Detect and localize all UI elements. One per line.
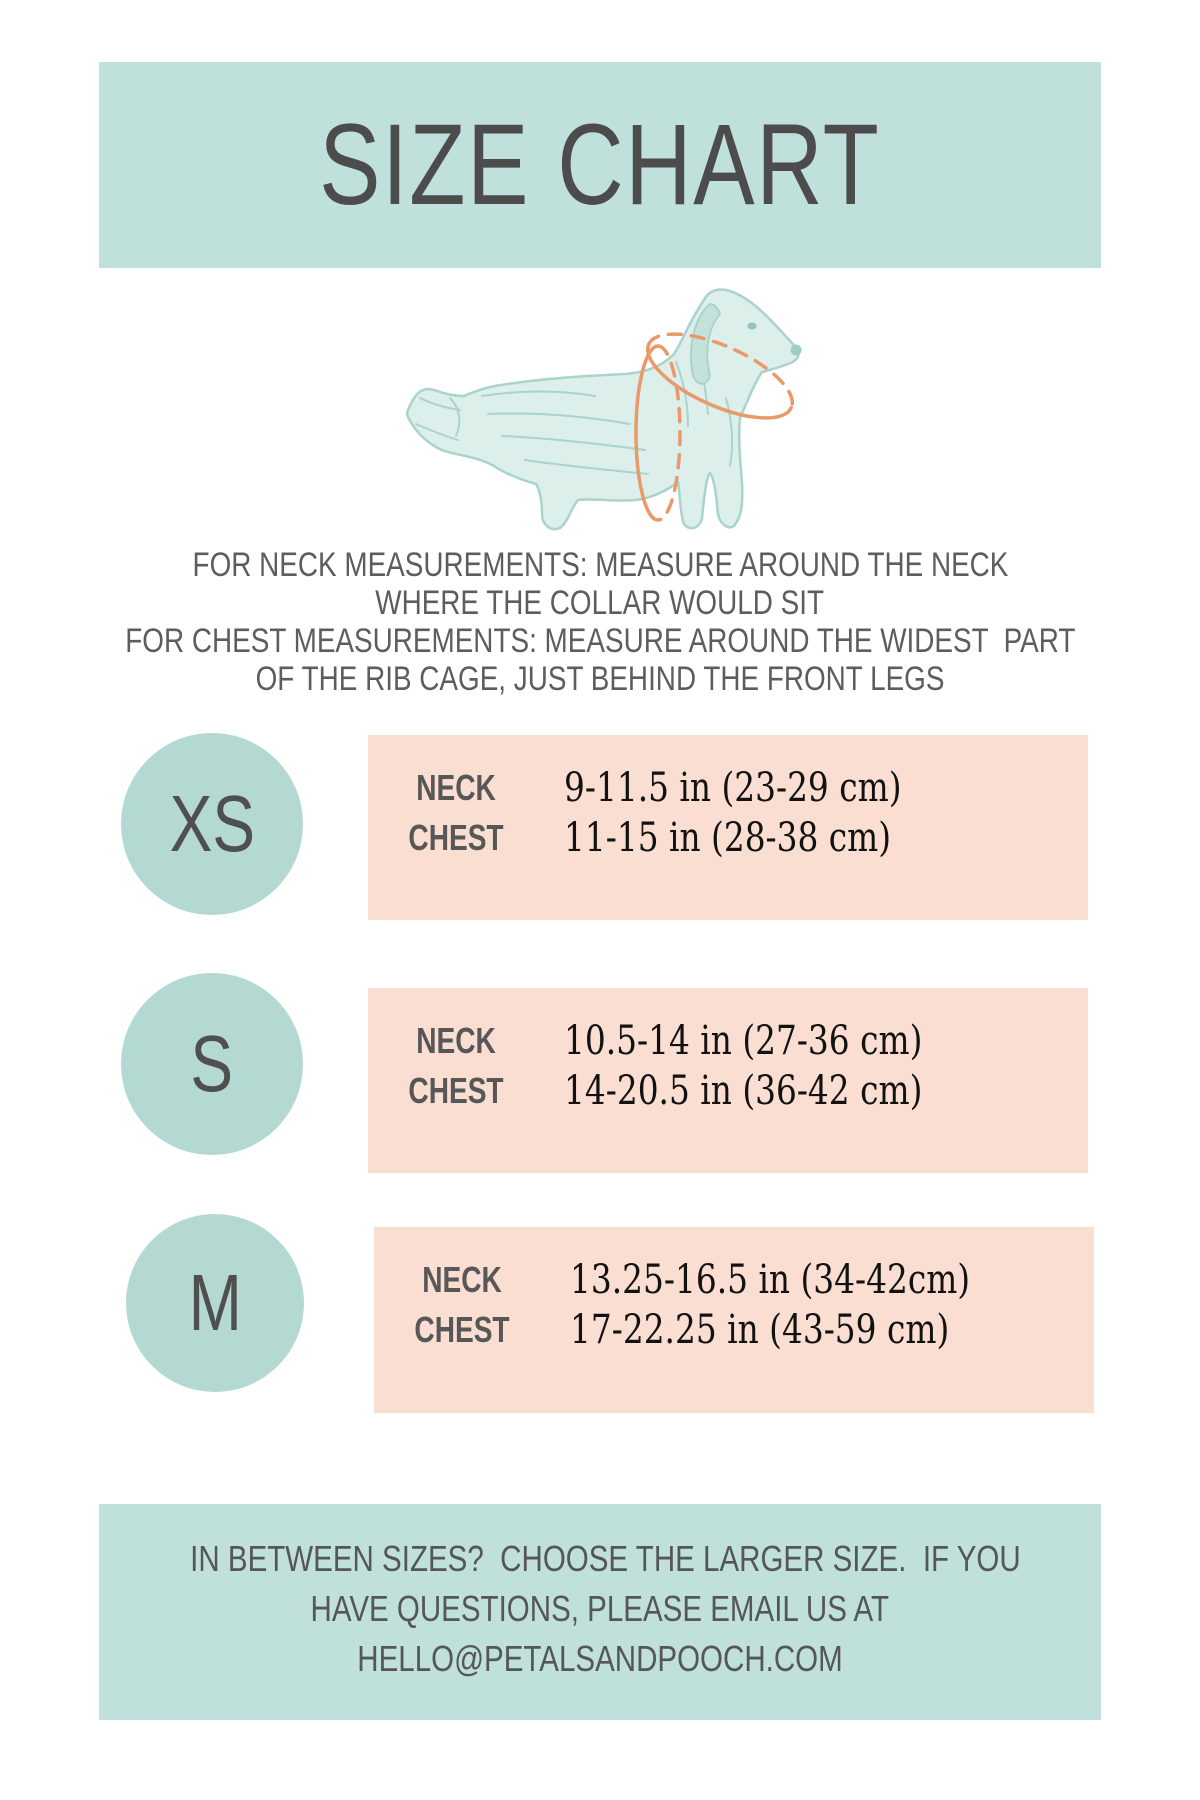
title-banner: SIZE CHART	[99, 62, 1101, 268]
footer-line-1: IN BETWEEN SIZES? CHOOSE THE LARGER SIZE…	[190, 1538, 1021, 1579]
instruction-line-4: OF THE RIB CAGE, JUST BEHIND THE FRONT L…	[255, 660, 945, 698]
chest-spec-row: CHEST 11-15 in (28-38 cm)	[376, 813, 1088, 863]
size-specs-box-m: NECK 13.25-16.5 in (34-42cm) CHEST 17-22…	[374, 1227, 1094, 1413]
page-title: SIZE CHART	[319, 101, 881, 229]
neck-spec-row: NECK 10.5-14 in (27-36 cm)	[376, 1016, 1088, 1066]
dachshund-measurement-illustration	[405, 288, 802, 531]
neck-measure-loop	[645, 332, 795, 420]
neck-label: NECK	[416, 1020, 496, 1061]
chest-label: CHEST	[414, 1309, 510, 1350]
size-specs-box-s: NECK 10.5-14 in (27-36 cm) CHEST 14-20.5…	[368, 988, 1088, 1173]
neck-value: 13.25-16.5 in (34-42cm)	[570, 1257, 971, 1303]
chest-spec-row: CHEST 14-20.5 in (36-42 cm)	[376, 1066, 1088, 1116]
dog-nose	[790, 344, 802, 356]
dog-body	[405, 288, 800, 531]
neck-spec-row: NECK 13.25-16.5 in (34-42cm)	[382, 1255, 1094, 1305]
neck-value: 10.5-14 in (27-36 cm)	[564, 1018, 923, 1064]
size-badge-m: M	[126, 1214, 304, 1392]
dog-illustration-area	[390, 278, 810, 543]
neck-spec-row: NECK 9-11.5 in (23-29 cm)	[376, 763, 1088, 813]
footer-email: HELLO@PETALSANDPOOCH.COM	[357, 1638, 843, 1679]
size-badge-xs: XS	[121, 733, 303, 915]
instruction-line-3: FOR CHEST MEASUREMENTS: MEASURE AROUND T…	[124, 622, 1076, 660]
measurement-instructions: FOR NECK MEASUREMENTS: MEASURE AROUND TH…	[0, 546, 1200, 698]
size-badge-label: M	[188, 1258, 242, 1347]
neck-value: 9-11.5 in (23-29 cm)	[564, 765, 902, 811]
size-badge-label: S	[190, 1019, 234, 1108]
chest-label: CHEST	[408, 817, 504, 858]
instruction-line-1: FOR NECK MEASUREMENTS: MEASURE AROUND TH…	[192, 546, 1008, 584]
dog-eye	[747, 322, 757, 330]
chest-value: 17-22.25 in (43-59 cm)	[570, 1307, 950, 1353]
chest-value: 14-20.5 in (36-42 cm)	[564, 1068, 923, 1114]
size-specs-box-xs: NECK 9-11.5 in (23-29 cm) CHEST 11-15 in…	[368, 735, 1088, 920]
footer-line-2: HAVE QUESTIONS, PLEASE EMAIL US AT	[310, 1588, 890, 1629]
dog-ear	[690, 302, 722, 385]
footer-banner: IN BETWEEN SIZES? CHOOSE THE LARGER SIZE…	[99, 1504, 1101, 1720]
chest-value: 11-15 in (28-38 cm)	[564, 815, 892, 861]
neck-label: NECK	[416, 767, 496, 808]
chest-measure-loop	[634, 344, 682, 522]
chest-spec-row: CHEST 17-22.25 in (43-59 cm)	[382, 1305, 1094, 1355]
neck-label: NECK	[422, 1259, 502, 1300]
size-badge-s: S	[121, 973, 303, 1155]
size-badge-label: XS	[169, 779, 255, 868]
chest-label: CHEST	[408, 1070, 504, 1111]
instruction-line-2: WHERE THE COLLAR WOULD SIT	[375, 584, 825, 622]
